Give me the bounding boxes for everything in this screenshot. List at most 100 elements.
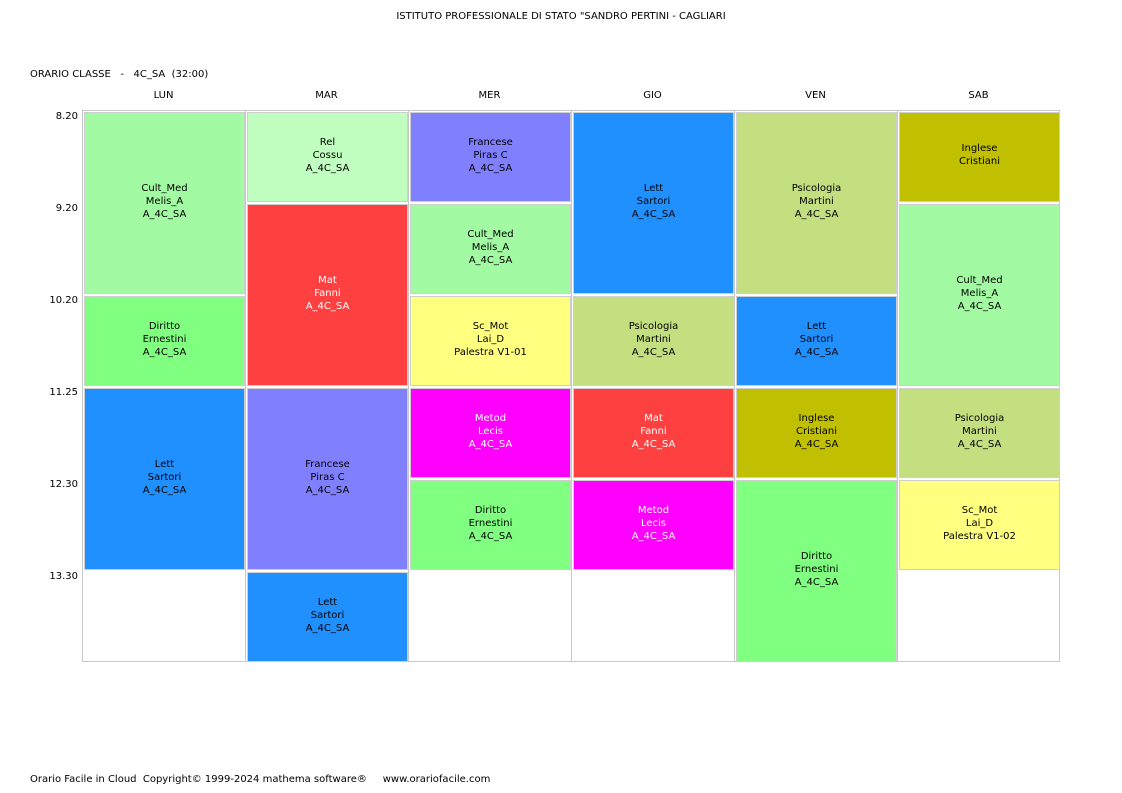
day-header-mar: MAR xyxy=(315,90,338,101)
lesson-block: Lett Sartori A_4C_SA xyxy=(247,572,408,662)
lesson-subject: Psicologia xyxy=(628,320,679,332)
lesson-subject: Inglese xyxy=(961,143,998,154)
lesson-room: A_4C_SA xyxy=(305,300,350,312)
lesson-subject: Inglese xyxy=(798,412,835,424)
lesson-subject: Diritto xyxy=(474,504,507,516)
lesson-room: A_4C_SA xyxy=(142,346,187,358)
lesson-teacher: Lecis xyxy=(640,517,667,529)
lesson-teacher: Lecis xyxy=(477,425,504,437)
lesson-block: Rel Cossu A_4C_SA xyxy=(247,112,408,202)
lesson-subject: Lett xyxy=(154,458,175,470)
lesson-teacher: Melis_A xyxy=(471,241,510,253)
lesson-subject: Psicologia xyxy=(954,412,1005,424)
grid-line xyxy=(571,111,572,661)
lesson-teacher: Sartori xyxy=(636,195,671,207)
lesson-teacher: Martini xyxy=(636,333,671,345)
lesson-teacher: Fanni xyxy=(640,425,667,437)
day-header-gio: GIO xyxy=(643,90,662,101)
lesson-room: A_4C_SA xyxy=(468,530,513,542)
lesson-teacher: Martini xyxy=(962,425,997,437)
lesson-subject: Sc_Mot xyxy=(961,504,998,516)
lesson-subject: Mat xyxy=(644,412,663,424)
lesson-teacher: Melis_A xyxy=(145,195,184,207)
lesson-block: Cult_Med Melis_A A_4C_SA xyxy=(899,204,1060,386)
lesson-room: A_4C_SA xyxy=(794,346,839,358)
lesson-room: A_4C_SA xyxy=(957,300,1002,312)
lesson-block: Metod Lecis A_4C_SA xyxy=(573,480,734,570)
lesson-teacher: Sartori xyxy=(310,609,345,621)
lesson-subject: Cult_Med xyxy=(956,274,1003,286)
lesson-room: A_4C_SA xyxy=(468,254,513,266)
lesson-teacher: Fanni xyxy=(314,287,341,299)
lesson-block: Inglese Cristiani A_4C_SA xyxy=(736,388,897,478)
lesson-subject: Francese xyxy=(468,136,513,148)
lesson-subject: Cult_Med xyxy=(141,182,188,194)
lesson-teacher: Ernestini xyxy=(468,517,513,529)
lesson-block: Cult_Med Melis_A A_4C_SA xyxy=(84,112,245,294)
lesson-room: A_4C_SA xyxy=(794,438,839,450)
class-label: ORARIO CLASSE - 4C_SA (32:00) xyxy=(30,69,209,80)
grid-line xyxy=(408,111,409,661)
lesson-room: A_4C_SA xyxy=(631,208,676,220)
grid-line xyxy=(734,111,735,661)
lesson-room: A_4C_SA xyxy=(468,438,513,450)
lesson-subject: Lett xyxy=(317,596,338,608)
lesson-block: Psicologia Martini A_4C_SA xyxy=(736,112,897,294)
footer-copyright: Orario Facile in Cloud Copyright© 1999-2… xyxy=(30,774,491,785)
lesson-subject: Metod xyxy=(637,504,670,516)
lesson-block: Francese Piras C A_4C_SA xyxy=(247,388,408,570)
lesson-subject: Mat xyxy=(318,274,337,286)
lesson-subject: Lett xyxy=(643,182,664,194)
day-header-sab: SAB xyxy=(968,90,989,101)
lesson-block: Inglese Cristiani xyxy=(899,112,1060,202)
lesson-teacher: Lai_D xyxy=(965,517,994,529)
lesson-teacher: Piras C xyxy=(473,149,508,161)
lesson-room: A_4C_SA xyxy=(142,208,187,220)
time-label: 11.25 xyxy=(49,387,78,398)
lesson-subject: Cult_Med xyxy=(467,228,514,240)
lesson-room: A_4C_SA xyxy=(142,484,187,496)
school-title: ISTITUTO PROFESSIONALE DI STATO "SANDRO … xyxy=(396,11,726,22)
lesson-block: Sc_Mot Lai_D Palestra V1-02 xyxy=(899,480,1060,570)
grid-line xyxy=(245,111,246,661)
lesson-room: A_4C_SA xyxy=(305,162,350,174)
lesson-subject: Francese xyxy=(305,458,350,470)
lesson-room: A_4C_SA xyxy=(957,438,1002,450)
lesson-block: Mat Fanni A_4C_SA xyxy=(573,388,734,478)
lesson-block: Diritto Ernestini A_4C_SA xyxy=(736,480,897,662)
lesson-subject: Diritto xyxy=(800,550,833,562)
lesson-subject: Rel xyxy=(319,136,336,148)
lesson-teacher: Cristiani xyxy=(795,425,838,437)
lesson-room: A_4C_SA xyxy=(794,576,839,588)
time-label: 8.20 xyxy=(55,111,78,122)
lesson-room: A_4C_SA xyxy=(631,530,676,542)
time-label: 9.20 xyxy=(55,203,78,214)
lesson-block: Sc_Mot Lai_D Palestra V1-01 xyxy=(410,296,571,386)
timetable-grid: Cult_Med Melis_A A_4C_SA Diritto Ernestini A_… xyxy=(82,110,1060,662)
lesson-block: Psicologia Martini A_4C_SA xyxy=(899,388,1060,478)
lesson-subject: Lett xyxy=(806,320,827,332)
day-header-ven: VEN xyxy=(805,90,826,101)
lesson-teacher: Cossu xyxy=(312,149,343,161)
lesson-subject: Diritto xyxy=(148,320,181,332)
lesson-block: Diritto Ernestini A_4C_SA xyxy=(410,480,571,570)
lesson-teacher: Sartori xyxy=(799,333,834,345)
lesson-block: Lett Sartori A_4C_SA xyxy=(573,112,734,294)
time-label: 10.20 xyxy=(49,295,78,306)
lesson-room: A_4C_SA xyxy=(468,162,513,174)
lesson-room: Palestra V1-02 xyxy=(943,530,1016,542)
lesson-block: Cult_Med Melis_A A_4C_SA xyxy=(410,204,571,294)
grid-line xyxy=(897,111,898,661)
lesson-room: A_4C_SA xyxy=(631,438,676,450)
lesson-room: A_4C_SA xyxy=(794,208,839,220)
lesson-block: Francese Piras C A_4C_SA xyxy=(410,112,571,202)
lesson-teacher: Ernestini xyxy=(142,333,187,345)
lesson-teacher: Ernestini xyxy=(794,563,839,575)
day-header-lun: LUN xyxy=(153,90,174,101)
lesson-block: Lett Sartori A_4C_SA xyxy=(736,296,897,386)
lesson-teacher: Cristiani xyxy=(958,156,1001,167)
lesson-room: A_4C_SA xyxy=(305,622,350,634)
lesson-teacher: Martini xyxy=(799,195,834,207)
lesson-block: Metod Lecis A_4C_SA xyxy=(410,388,571,478)
lesson-block: Mat Fanni A_4C_SA xyxy=(247,204,408,386)
